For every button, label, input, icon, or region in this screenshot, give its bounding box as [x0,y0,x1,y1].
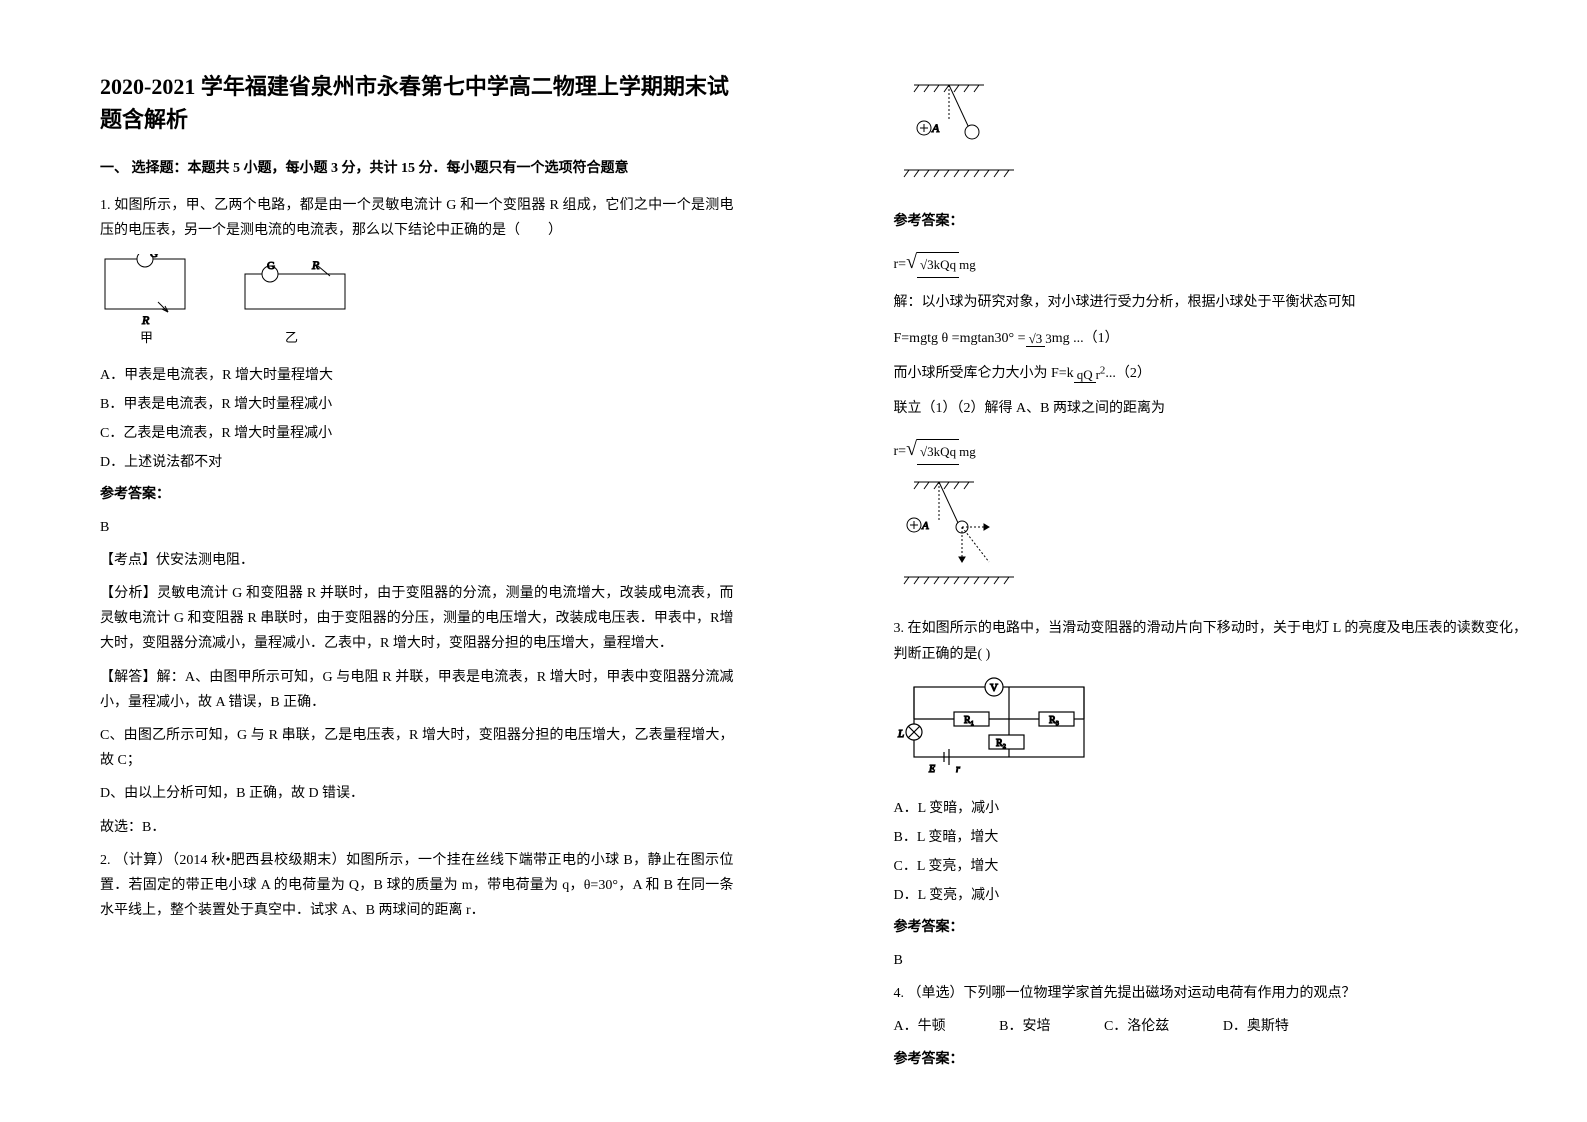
q3-circuit-svg: V L R₁ R₃ R₂ E [894,677,1104,777]
left-page: 2020-2021 学年福建省泉州市永春第七中学高二物理上学期期末试题含解析 一… [0,0,794,1122]
q1-jd2: C、由图乙所示可知，G 与 R 串联，乙是电压表，R 增大时，变阻器分担的电压增… [100,723,734,773]
svg-text:R₂: R₂ [996,738,1006,749]
svg-text:G: G [267,260,275,272]
q1-jd4: 故选：B． [100,815,734,840]
svg-text:r: r [956,764,960,775]
q2-stem: 2. （计算）（2014 秋•肥西县校级期末）如图所示，一个挂在丝线下端带正电的… [100,848,734,924]
q1-optD: D．上述说法都不对 [100,450,734,475]
q1-circuit-svg: G R 甲 G R 乙 [100,254,360,344]
f4-lhs: r= [894,444,907,459]
svg-text:V: V [990,682,998,694]
q4-optA: A．牛顿 [894,1019,946,1034]
q3-optC: C．L 变亮，增大 [894,854,1528,879]
f3-line-pre: 而小球所受库仑力大小为 [894,366,1048,381]
q1-optA: A．甲表是电流表，R 增大时量程增大 [100,363,734,388]
label-jia: 甲 [140,330,153,344]
q1-diagram: G R 甲 G R 乙 [100,254,734,353]
svg-text:R₃: R₃ [1049,715,1059,726]
q2-formula2: F=mgtg θ =mgtan30° =√33mg ...（1） [894,326,1528,351]
q1-ans-label: 参考答案： [100,482,734,507]
f3-dots: ...（2） [1105,366,1151,381]
f4-num: √3kQq [917,439,959,464]
q2-line4: 联立（1）（2）解得 A、B 两球之间的距离为 [894,396,1528,421]
q1-stem: 1. 如图所示，甲、乙两个电路，都是由一个灵敏电流计 G 和一个变阻器 R 组成… [100,193,734,243]
q2-diagram-top: A [894,80,1528,199]
f2-suf: mg [1052,331,1070,346]
svg-text:A: A [921,520,929,532]
q3-ans-label: 参考答案： [894,915,1528,940]
q1-jd1: 【解答】解：A、由图甲所示可知，G 与电阻 R 并联，甲表是电流表，R 增大时，… [100,665,734,715]
q4-stem: 4. （单选）下列哪一位物理学家首先提出磁场对运动电荷有作用力的观点？ [894,981,1528,1006]
q4-optC: C．洛伦兹 [1104,1019,1169,1034]
q3-stem: 3. 在如图所示的电路中，当滑动变阻器的滑动片向下移动时，关于电灯 L 的亮度及… [894,616,1528,666]
right-page: A 参考答案： r=√√3kQqmg 解：以小球为研究对象，对小球进行受力分析，… [794,0,1587,1122]
q1-optC: C．乙表是电流表，R 增大时量程减小 [100,421,734,446]
label-yi: 乙 [285,330,298,344]
q4-ans-label: 参考答案： [894,1047,1528,1072]
q1-fx: 【分析】灵敏电流计 G 和变阻器 R 并联时，由于变阻器的分流，测量的电流增大，… [100,581,734,657]
f2-pre: F=mgtg θ =mgtan30° = [894,331,1026,346]
q3-optD: D．L 变亮，减小 [894,883,1528,908]
section-heading: 一、 选择题：本题共 5 小题，每小题 3 分，共计 15 分．每小题只有一个选… [100,156,734,181]
f1-den: mg [959,257,976,272]
q1-ans: B [100,515,734,540]
q3-optB: B．L 变暗，增大 [894,825,1528,850]
f3-pre: F=k [1051,366,1074,381]
f4-den: mg [959,444,976,459]
q4-options: A．牛顿 B．安培 C．洛伦兹 D．奥斯特 [894,1014,1528,1039]
f1-num: √3kQq [917,252,959,277]
q4-optB: B．安培 [999,1019,1050,1034]
q2-formula1: r=√√3kQqmg [894,244,1528,280]
q2-line1: 解：以小球为研究对象，对小球进行受力分析，根据小球处于平衡状态可知 [894,290,1528,315]
q2-svg-bottom: A [894,477,1034,597]
q2-ans-label: 参考答案： [894,209,1528,234]
q1-kd: 【考点】伏安法测电阻． [100,548,734,573]
q2-svg-top: A [894,80,1034,190]
q1-optB: B．甲表是电流表，R 增大时量程减小 [100,392,734,417]
f3-num: qQ [1074,367,1096,383]
svg-text:R: R [311,258,320,272]
q2-formula4: r=√√3kQqmg [894,431,1528,467]
q3-diagram: V L R₁ R₃ R₂ E [894,677,1528,786]
f2-num: √3 [1026,331,1046,347]
svg-text:L: L [897,728,904,740]
q4-optD: D．奥斯特 [1223,1019,1289,1034]
q3-ans: B [894,948,1528,973]
svg-text:A: A [931,121,940,135]
q3-optA: A．L 变暗，减小 [894,796,1528,821]
q1-jd3: D、由以上分析可知，B 正确，故 D 错误． [100,781,734,806]
doc-title: 2020-2021 学年福建省泉州市永春第七中学高二物理上学期期末试题含解析 [100,70,734,136]
f1-lhs: r= [894,257,907,272]
f2-dots: ...（1） [1073,331,1119,346]
svg-text:R: R [141,313,150,327]
svg-text:E: E [928,764,935,775]
svg-text:R₁: R₁ [964,715,974,726]
svg-text:G: G [150,254,158,260]
q2-diagram-bottom: A [894,477,1528,606]
q2-formula3: 而小球所受库仑力大小为 F=kqQr2...（2） [894,361,1528,386]
